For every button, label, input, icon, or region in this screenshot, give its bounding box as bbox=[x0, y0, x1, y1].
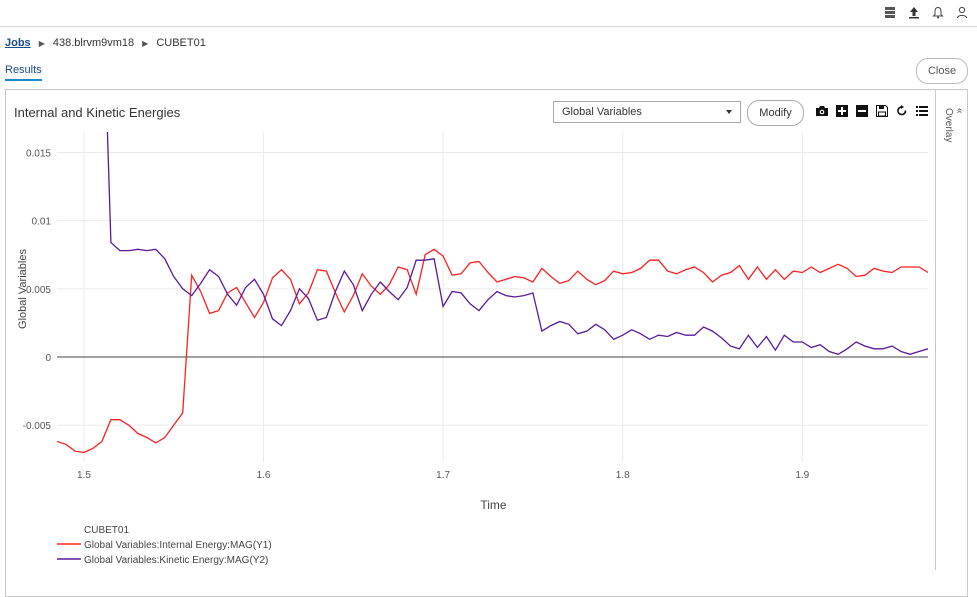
series-line-1 bbox=[57, 248, 928, 454]
y-tick-label: 0.01 bbox=[32, 217, 52, 228]
y-tick-label: 0 bbox=[45, 353, 51, 364]
chevron-right-icon: ▶ bbox=[38, 38, 45, 48]
plot-panel: Internal and Kinetic Energies Global Var… bbox=[5, 89, 968, 597]
camera-icon[interactable] bbox=[815, 104, 829, 118]
modify-button[interactable]: Modify bbox=[747, 100, 804, 126]
user-icon[interactable] bbox=[955, 5, 969, 19]
x-tick-label: 1.5 bbox=[77, 470, 91, 481]
breadcrumb-job[interactable]: 438.blrvm9vm18 bbox=[52, 37, 135, 49]
overlay-toggle[interactable]: « Overlay bbox=[943, 108, 965, 142]
y-tick-label: -0.005 bbox=[23, 421, 52, 432]
close-button[interactable]: Close bbox=[916, 58, 968, 84]
y-tick-label: 0.015 bbox=[26, 148, 51, 159]
x-tick-label: 1.7 bbox=[436, 470, 450, 481]
legend-entry-1[interactable]: Global Variables:Internal Energy:MAG(Y1) bbox=[84, 540, 272, 551]
y-tick-label: 0.005 bbox=[26, 285, 51, 296]
top-bar bbox=[0, 0, 977, 27]
overlay-sidebar bbox=[935, 90, 967, 570]
zoom-in-icon[interactable] bbox=[835, 104, 849, 118]
variable-select-value: Global Variables bbox=[562, 106, 642, 118]
x-tick-label: 1.9 bbox=[795, 470, 809, 481]
reset-icon[interactable] bbox=[895, 104, 909, 118]
breadcrumb-item: CUBET01 bbox=[156, 37, 206, 49]
top-icons bbox=[883, 5, 969, 19]
save-icon[interactable] bbox=[875, 104, 889, 118]
zoom-out-icon[interactable] bbox=[855, 104, 869, 118]
caret-down-icon bbox=[726, 110, 732, 114]
bell-icon[interactable] bbox=[931, 5, 945, 19]
legend-title: CUBET01 bbox=[84, 525, 129, 536]
legend-entry-2[interactable]: Global Variables:Kinetic Energy:MAG(Y2) bbox=[84, 555, 268, 566]
x-tick-label: 1.6 bbox=[257, 470, 271, 481]
plot-toolbar bbox=[815, 104, 929, 118]
breadcrumb-jobs-link[interactable]: Jobs bbox=[5, 37, 31, 49]
x-axis-label: Time bbox=[480, 498, 507, 512]
double-chevron-left-icon: « bbox=[954, 108, 965, 114]
y-axis-label: Global Variables bbox=[17, 249, 29, 329]
x-tick-label: 1.8 bbox=[616, 470, 630, 481]
upload-icon[interactable] bbox=[907, 5, 921, 19]
server-icon[interactable] bbox=[883, 5, 897, 19]
tab-results[interactable]: Results bbox=[5, 64, 42, 81]
panel-title: Internal and Kinetic Energies bbox=[14, 105, 181, 120]
list-icon[interactable] bbox=[915, 104, 929, 118]
series-line-2 bbox=[106, 132, 928, 356]
variable-select[interactable]: Global Variables bbox=[553, 101, 741, 123]
overlay-label: Overlay bbox=[943, 108, 954, 143]
chevron-right-icon: ▶ bbox=[142, 38, 149, 48]
breadcrumb: Jobs ▶ 438.blrvm9vm18 ▶ CUBET01 bbox=[5, 37, 206, 49]
